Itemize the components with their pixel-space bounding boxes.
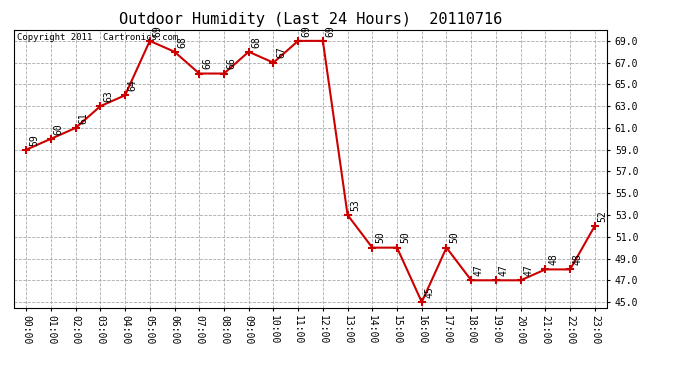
Text: 48: 48: [573, 254, 583, 265]
Text: 47: 47: [474, 264, 484, 276]
Text: 66: 66: [202, 58, 212, 69]
Text: 63: 63: [103, 90, 113, 102]
Text: 47: 47: [499, 264, 509, 276]
Text: 61: 61: [79, 112, 88, 124]
Text: 69: 69: [301, 25, 311, 37]
Text: 69: 69: [326, 25, 335, 37]
Text: 50: 50: [400, 232, 410, 243]
Text: 64: 64: [128, 80, 138, 91]
Text: 69: 69: [152, 25, 163, 37]
Text: 59: 59: [29, 134, 39, 146]
Text: 47: 47: [524, 264, 533, 276]
Text: 67: 67: [276, 47, 286, 58]
Text: 68: 68: [251, 36, 262, 48]
Text: 50: 50: [449, 232, 460, 243]
Text: 60: 60: [54, 123, 63, 135]
Text: 68: 68: [177, 36, 187, 48]
Text: 52: 52: [598, 210, 608, 222]
Text: 48: 48: [548, 254, 558, 265]
Text: 50: 50: [375, 232, 385, 243]
Text: 53: 53: [351, 199, 360, 211]
Text: Copyright 2011  Cartronics.com: Copyright 2011 Cartronics.com: [17, 33, 178, 42]
Text: 66: 66: [227, 58, 237, 69]
Title: Outdoor Humidity (Last 24 Hours)  20110716: Outdoor Humidity (Last 24 Hours) 2011071…: [119, 12, 502, 27]
Text: 45: 45: [424, 286, 435, 298]
